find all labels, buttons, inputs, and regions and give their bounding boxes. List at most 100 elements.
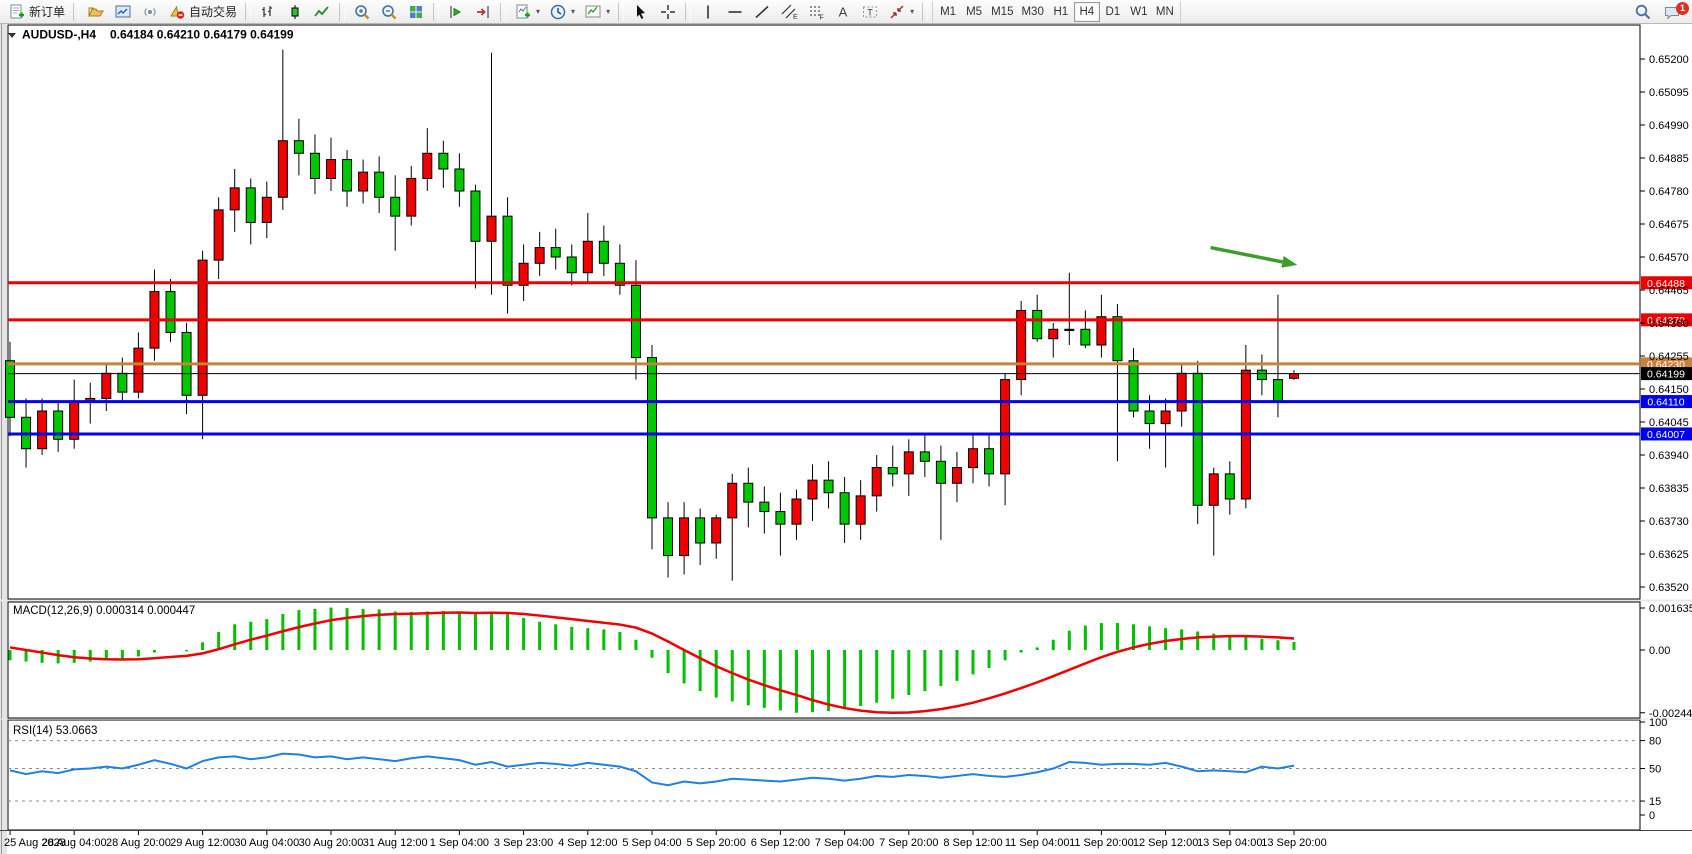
timeframe-button-H1[interactable]: H1	[1048, 2, 1074, 22]
crosshair-button[interactable]	[655, 1, 681, 22]
time-axis-label: 7 Sep 04:00	[815, 837, 874, 849]
periods-button[interactable]: ▾	[545, 1, 579, 22]
candle	[117, 372, 128, 393]
chart-symbol-title: AUDUSD-,H4	[22, 28, 96, 42]
timeframe-button-MN[interactable]: MN	[1152, 2, 1178, 22]
timeframe-button-D1[interactable]: D1	[1100, 2, 1126, 22]
rsi-indicator-label: RSI(14) 53.0663	[13, 725, 97, 737]
chart-ohlc-readout: 0.64184 0.64210 0.64179 0.64199	[110, 28, 294, 42]
price-tick-label: 0.63835	[1649, 483, 1689, 495]
macd-tick-label: -0.002442	[1649, 708, 1692, 720]
time-axis-label: 30 Aug 20:00	[299, 837, 364, 849]
indicators-button[interactable]: ▾	[510, 1, 544, 22]
price-tick-label: 0.64045	[1649, 417, 1689, 429]
cursor-button[interactable]	[628, 1, 654, 22]
timeframe-button-W1[interactable]: W1	[1126, 2, 1152, 22]
arrows-button[interactable]: ▾	[884, 1, 918, 22]
chart-line-button[interactable]	[309, 1, 335, 22]
chart-area[interactable]: AUDUSD-,H4 0.64184 0.64210 0.64179 0.641…	[0, 24, 1692, 854]
candle	[1080, 328, 1091, 346]
time-axis-label: 7 Sep 20:00	[879, 837, 938, 849]
text-button[interactable]: A	[830, 1, 856, 22]
candle	[614, 262, 625, 286]
timeframe-button-M30[interactable]: M30	[1017, 2, 1047, 22]
zoom-out-button[interactable]	[376, 1, 402, 22]
price-tick-label: 0.63520	[1649, 582, 1689, 594]
pane-splitter[interactable]	[0, 718, 1692, 720]
time-axis-label: 31 Aug 12:00	[363, 837, 428, 849]
timeframe-button-M5[interactable]: M5	[961, 2, 987, 22]
time-axis-label: 13 Sep 20:00	[1261, 837, 1326, 849]
auto-trading-button[interactable]: 自动交易	[164, 1, 241, 22]
candle	[566, 256, 577, 274]
time-axis-label: 25 Aug 2023	[4, 837, 66, 849]
toolbar-separator	[433, 2, 440, 21]
macd-indicator-label: MACD(12,26,9) 0.000314 0.000447	[13, 605, 195, 617]
price-pane[interactable]	[7, 24, 1641, 600]
rsi-line	[9, 752, 1295, 787]
candle	[53, 410, 64, 440]
candle	[1144, 410, 1155, 425]
fibonacci-button[interactable]: F	[803, 1, 829, 22]
profiles-button[interactable]	[83, 1, 109, 22]
chart-bars-button[interactable]	[255, 1, 281, 22]
rsi-tick-label: 100	[1649, 717, 1667, 729]
candle	[37, 410, 48, 450]
price-tick-label: 0.64150	[1649, 384, 1689, 396]
tile-windows-button[interactable]	[403, 1, 429, 22]
rsi-pane[interactable]	[7, 719, 1641, 831]
trendline-button[interactable]	[749, 1, 775, 22]
candle	[1096, 316, 1107, 346]
vertical-line-button[interactable]	[695, 1, 721, 22]
candle	[1176, 372, 1187, 412]
equidistant-channel-button[interactable]: E	[776, 1, 802, 22]
chart-shift-button[interactable]	[470, 1, 496, 22]
price-tick-label: 0.63730	[1649, 516, 1689, 528]
candle	[133, 347, 144, 393]
toolbar-separator	[500, 2, 507, 21]
candle	[887, 467, 898, 475]
rsi-tick-label: 80	[1649, 736, 1661, 748]
candle	[1000, 379, 1011, 475]
time-axis-label: 11 Sep 20:00	[1069, 837, 1134, 849]
timeframe-button-M1[interactable]: M1	[935, 2, 961, 22]
toolbar: 新订单 自动交易	[0, 0, 1692, 24]
svg-text:0.64488: 0.64488	[1647, 278, 1685, 290]
time-axis-label: 28 Aug 20:00	[106, 837, 171, 849]
chart-candles-button[interactable]	[282, 1, 308, 22]
candle	[213, 209, 224, 261]
candle	[293, 140, 304, 154]
macd-pane[interactable]	[7, 601, 1641, 719]
candle	[598, 240, 609, 264]
time-axis-label: 29 Aug 12:00	[170, 837, 235, 849]
templates-button[interactable]: ▾	[580, 1, 614, 22]
candle	[807, 479, 818, 500]
search-button[interactable]	[1629, 1, 1657, 23]
horizontal-level-lines[interactable]: 0.644880.643700.642300.641100.640070.641…	[8, 276, 1692, 441]
text-label-button[interactable]: T	[857, 1, 883, 22]
notifications-button[interactable]: 1	[1658, 1, 1689, 23]
candle	[663, 517, 674, 557]
timeframe-button-H4[interactable]: H4	[1073, 1, 1100, 22]
candle	[775, 511, 786, 525]
time-axis-label: 6 Sep 12:00	[751, 837, 810, 849]
timeframe-button-M15[interactable]: M15	[987, 2, 1017, 22]
svg-text:T: T	[867, 7, 873, 17]
new-order-button[interactable]: 新订单	[4, 1, 69, 22]
symbol-dropdown-icon[interactable]	[8, 33, 16, 38]
candle	[261, 196, 272, 223]
market-watch-button[interactable]	[110, 1, 136, 22]
annotation-arrow[interactable]	[1210, 245, 1298, 268]
candle	[871, 467, 882, 497]
pane-splitter[interactable]	[0, 599, 1692, 602]
signals-button[interactable]	[137, 1, 163, 22]
bar-chart-icon	[262, 5, 273, 17]
candlestick-series	[5, 49, 1299, 581]
auto-scroll-button[interactable]	[443, 1, 469, 22]
price-axis[interactable]: 0.65200 0.65095 0.64990 0.64885 0.64780 0.646…	[1640, 54, 1689, 594]
horizontal-line-button[interactable]	[722, 1, 748, 22]
candle	[1256, 369, 1267, 381]
time-axis-label: 4 Sep 12:00	[558, 837, 617, 849]
zoom-in-button[interactable]	[349, 1, 375, 22]
